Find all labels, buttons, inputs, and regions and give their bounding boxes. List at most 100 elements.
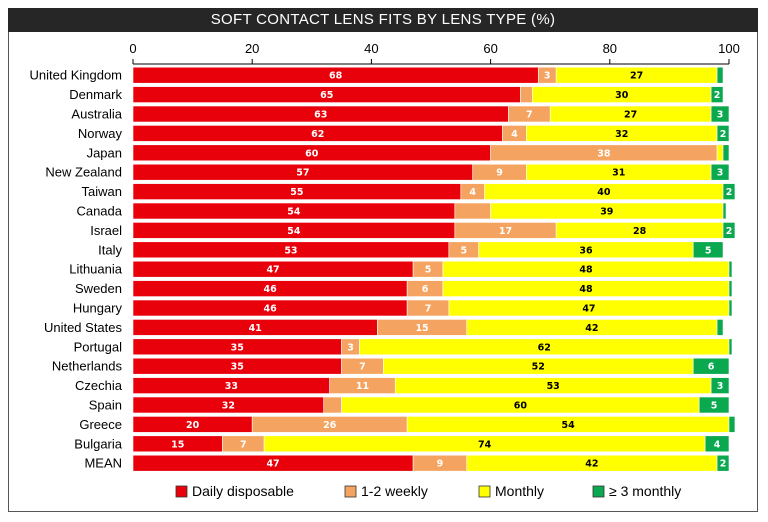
bar-segment <box>728 416 736 433</box>
data-label: 20 <box>186 420 200 431</box>
data-label: 2 <box>720 129 727 140</box>
bar-segment <box>722 183 736 200</box>
data-label: 47 <box>582 304 595 315</box>
data-label: 62 <box>311 129 324 140</box>
bar-segment <box>716 144 724 162</box>
data-label: 38 <box>597 148 611 159</box>
data-label: 5 <box>705 245 712 256</box>
bar-segment <box>704 435 730 453</box>
data-label: 9 <box>437 459 444 470</box>
data-label: 65 <box>320 90 333 101</box>
category-label: Lithuania <box>69 262 123 277</box>
data-label: 7 <box>359 362 366 373</box>
category-label: Japan <box>87 145 122 160</box>
x-tick-label: 60 <box>483 41 497 56</box>
category-label: Norway <box>78 126 123 141</box>
bar-segment <box>710 163 730 181</box>
data-label: 42 <box>585 459 598 470</box>
bar-segment <box>722 222 736 239</box>
legend-swatch <box>478 485 491 498</box>
data-label: 63 <box>314 110 327 121</box>
bar-segment <box>728 299 733 317</box>
x-tick-label: 40 <box>364 41 378 56</box>
data-label: 3 <box>717 110 724 121</box>
data-label: 60 <box>514 401 528 412</box>
bar-segment <box>722 144 730 162</box>
bar-segment <box>710 86 724 103</box>
data-label: 28 <box>633 226 647 237</box>
category-label: New Zealand <box>45 165 122 180</box>
legend-label: 1-2 weekly <box>361 483 428 499</box>
data-label: 48 <box>579 284 593 295</box>
x-tick-label: 0 <box>129 41 136 56</box>
data-label: 33 <box>225 381 238 392</box>
category-label: Canada <box>76 204 122 219</box>
data-label: 7 <box>526 110 533 121</box>
data-label: 32 <box>222 401 235 412</box>
data-label: 3 <box>347 342 354 353</box>
x-tick-label: 80 <box>603 41 617 56</box>
data-label: 52 <box>532 362 545 373</box>
data-label: 74 <box>478 439 492 450</box>
data-label: 47 <box>266 459 279 470</box>
data-label: 2 <box>726 187 733 198</box>
data-label: 4 <box>714 439 721 450</box>
bar-segment <box>728 338 733 356</box>
data-label: 54 <box>561 420 575 431</box>
data-label: 55 <box>290 187 303 198</box>
data-label: 53 <box>547 381 560 392</box>
bar-segment <box>710 377 730 394</box>
data-label: 9 <box>496 168 503 179</box>
legend-label: ≥ 3 monthly <box>609 483 681 499</box>
chart-title: SOFT CONTACT LENS FITS BY LENS TYPE (%) <box>8 8 758 32</box>
category-label: Bulgaria <box>74 436 122 451</box>
bar-segment <box>716 125 730 142</box>
data-label: 54 <box>287 226 301 237</box>
category-label: Sweden <box>75 281 122 296</box>
bar-segment <box>716 454 730 472</box>
data-label: 54 <box>287 207 301 218</box>
category-label: Portugal <box>74 339 123 354</box>
data-label: 27 <box>624 110 637 121</box>
category-label: Greece <box>79 417 122 432</box>
category-label: Denmark <box>69 87 122 102</box>
category-label: Spain <box>89 398 122 413</box>
data-label: 40 <box>597 187 611 198</box>
category-label: Taiwan <box>82 184 122 199</box>
data-label: 5 <box>711 401 718 412</box>
data-label: 68 <box>329 71 343 82</box>
data-label: 30 <box>615 90 629 101</box>
data-label: 3 <box>544 71 551 82</box>
bar-segment <box>722 202 727 220</box>
category-label: Hungary <box>73 301 123 316</box>
data-label: 27 <box>630 71 643 82</box>
category-label: United States <box>44 320 123 335</box>
data-label: 26 <box>323 420 337 431</box>
bar-segment <box>520 86 533 103</box>
data-label: 62 <box>538 342 551 353</box>
category-label: Czechia <box>75 378 123 393</box>
data-label: 46 <box>263 304 277 315</box>
bar-segment <box>323 396 342 414</box>
category-label: Italy <box>98 242 122 257</box>
x-tick-label: 100 <box>718 41 740 56</box>
data-label: 7 <box>240 439 247 450</box>
data-label: 46 <box>263 284 277 295</box>
bar-segment <box>710 105 730 123</box>
x-tick-label: 20 <box>245 41 259 56</box>
data-label: 47 <box>266 265 279 276</box>
category-label: United Kingdom <box>30 68 123 83</box>
data-label: 17 <box>499 226 512 237</box>
data-label: 11 <box>356 381 369 392</box>
data-label: 48 <box>579 265 593 276</box>
legend-swatch <box>344 485 357 498</box>
data-label: 31 <box>612 168 625 179</box>
category-label: Netherlands <box>52 359 123 374</box>
data-label: 2 <box>714 90 721 101</box>
data-label: 7 <box>425 304 432 315</box>
data-label: 39 <box>600 207 613 218</box>
data-label: 3 <box>717 381 724 392</box>
data-label: 42 <box>585 323 598 334</box>
category-label: Israel <box>90 223 122 238</box>
data-label: 36 <box>579 245 593 256</box>
